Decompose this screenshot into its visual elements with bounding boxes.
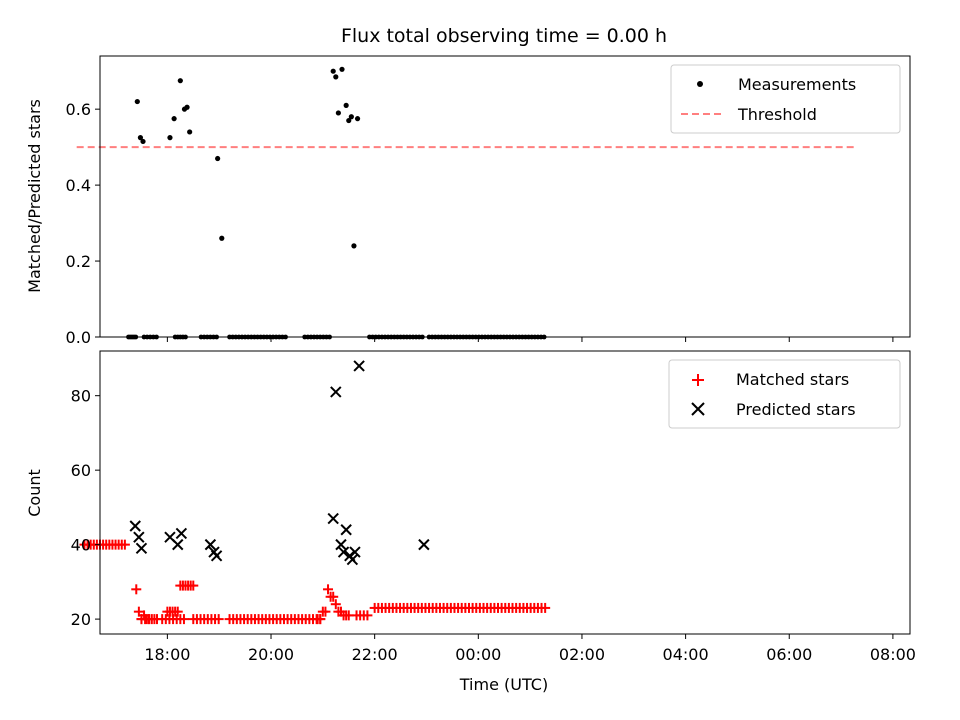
predicted-star-point	[175, 527, 188, 540]
matched-star-point	[188, 580, 199, 591]
measurement-point	[339, 66, 345, 72]
matched-star-point	[330, 599, 341, 610]
predicted-star-point	[135, 542, 148, 555]
predicted-star-point	[172, 538, 184, 551]
measurement-point	[177, 78, 183, 84]
x-axis-label: Time (UTC)	[459, 675, 548, 694]
x-tick-label: 00:00	[455, 645, 501, 664]
x-tick-label: 04:00	[663, 645, 709, 664]
measurement-point	[137, 135, 144, 141]
x-tick-label: 18:00	[144, 645, 190, 664]
predicted-star-point	[133, 531, 145, 543]
measurement-point	[167, 135, 173, 141]
chart-title: Flux total observing time = 0.00 h	[341, 25, 667, 47]
measurement-point	[335, 110, 341, 116]
matched-star-point	[320, 606, 331, 617]
top-x-ticks	[166, 337, 894, 342]
top-y-tick-label: 0.2	[66, 252, 91, 271]
x-tick-label: 06:00	[766, 645, 812, 664]
matched-star-point	[328, 591, 339, 602]
x-tick-label: 22:00	[352, 645, 398, 664]
predicted-star-point	[346, 553, 359, 566]
measurement-point	[346, 117, 352, 124]
predicted-star-point	[340, 524, 352, 536]
measurement-point	[343, 102, 349, 108]
top-y-axis-label: Matched/Predicted stars	[25, 99, 44, 293]
bottom-y-tick-label: 40	[71, 536, 91, 555]
predicted-star-point	[330, 386, 342, 398]
bottom-y-tick-label: 80	[71, 387, 91, 406]
legend-predicted-label: Predicted stars	[736, 400, 856, 419]
x-tick-label: 08:00	[870, 645, 916, 664]
top-panel: 0.0 0.2 0.4 0.6 Matched/Predicted stars Mea…	[25, 55, 911, 347]
bottom-y-tick-label: 60	[71, 461, 91, 480]
predicted-star-point	[327, 512, 339, 525]
matched-star-point	[172, 606, 183, 617]
matched-star-point	[119, 539, 130, 550]
measurement-point	[348, 114, 354, 120]
matched-star-point	[131, 584, 142, 595]
measurement-point	[351, 243, 357, 249]
measurement-point	[333, 74, 339, 80]
top-y-tick-label: 0.4	[66, 176, 91, 195]
top-y-ticks: 0.0 0.2 0.4 0.6	[66, 100, 100, 347]
predicted-star-point	[349, 546, 361, 558]
measurement-point	[219, 235, 225, 241]
bottom-legend-box	[668, 359, 901, 429]
matched-star-point	[540, 602, 551, 613]
predicted-star-point	[353, 360, 365, 372]
legend-predicted-marker	[691, 402, 705, 416]
predicted-star-point	[418, 538, 430, 551]
bottom-plot-frame	[99, 350, 911, 635]
matched-star-point	[362, 610, 373, 621]
x-tick-label: 20:00	[248, 645, 294, 664]
measurement-point	[171, 116, 177, 122]
measurement-point	[330, 68, 336, 74]
measurements-points	[126, 66, 547, 340]
measurement-point	[187, 129, 193, 135]
bottom-panel: 20 40 60 80 18:00 20:00 22:00 00:00 02:00 04:00 0…	[25, 350, 916, 694]
measurement-point	[134, 98, 140, 105]
legend-matched-label: Matched stars	[736, 370, 849, 389]
predicted-star-point	[210, 550, 223, 562]
x-tick-label: 02:00	[559, 645, 605, 664]
matched-star-point	[343, 610, 354, 621]
legend-measurements-label: Measurements	[738, 75, 856, 94]
predicted-star-point	[204, 538, 217, 551]
measurement-point	[140, 138, 146, 145]
legend-threshold-label: Threshold	[737, 105, 817, 124]
matched-star-point	[152, 614, 163, 625]
matched-star-point	[315, 614, 326, 625]
count-points	[79, 360, 551, 625]
bottom-y-tick-label: 20	[71, 610, 91, 629]
bottom-x-ticks: 18:00 20:00 22:00 00:00 02:00 04:00 06:00 08:00	[144, 634, 916, 664]
matched-star-point	[178, 614, 189, 625]
measurement-point	[354, 116, 361, 122]
bottom-legend: Matched stars Predicted stars	[668, 359, 901, 429]
legend-measurements-marker	[697, 81, 703, 87]
legend-matched-marker	[692, 374, 704, 386]
matched-star-point	[133, 606, 144, 617]
top-legend: Measurements Threshold	[670, 64, 901, 134]
matched-star-point	[323, 584, 334, 595]
predicted-star-point	[335, 538, 347, 551]
bottom-y-axis-label: Count	[25, 469, 44, 517]
bottom-y-ticks: 20 40 60 80	[71, 387, 100, 629]
measurement-point	[184, 104, 190, 110]
top-y-tick-label: 0.0	[66, 328, 91, 347]
predicted-star-point	[129, 520, 141, 532]
top-plot-frame	[99, 55, 911, 338]
top-legend-box	[670, 64, 901, 134]
top-y-tick-label: 0.6	[66, 100, 91, 119]
measurement-point	[215, 155, 221, 162]
matched-star-point	[213, 614, 224, 625]
